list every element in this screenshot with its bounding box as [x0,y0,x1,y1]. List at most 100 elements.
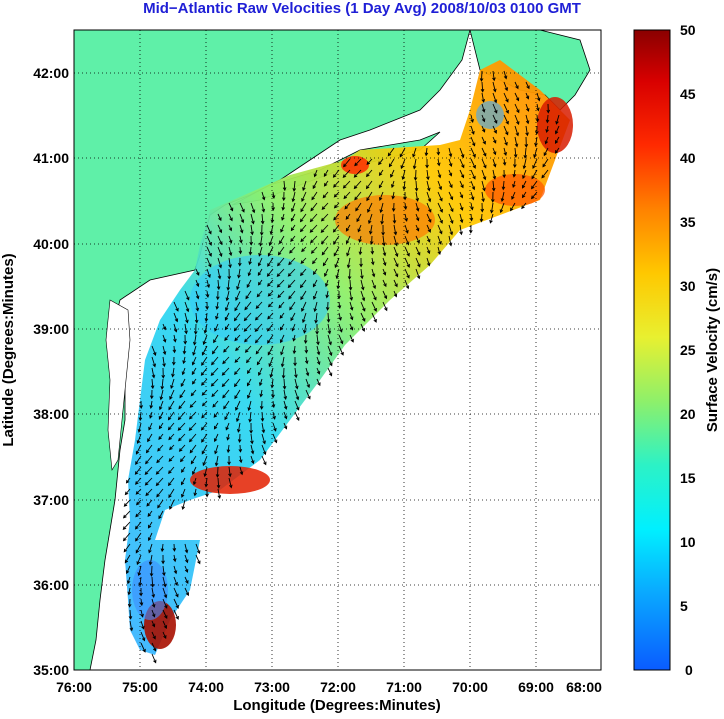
velocity-arrow [210,378,219,387]
velocity-arrow [181,466,186,473]
velocity-arrow [283,411,288,420]
velocity-arrow [415,257,421,268]
velocity-arrow [228,213,233,222]
land-mass [74,30,471,670]
velocity-arrow [404,235,410,246]
velocity-arrow [269,224,274,235]
lat-tick-labels: 42:00 41:00 40:00 39:00 38:00 37:00 36:0… [33,65,69,678]
velocity-arrow [382,290,388,300]
velocity-arrow [294,411,300,421]
velocity-arrow [437,235,442,245]
velocity-arrow [514,103,520,114]
velocity-arrow [380,213,384,225]
velocity-arrow [521,202,527,210]
velocity-arrow [250,455,255,465]
velocity-arrow [503,125,509,136]
velocity-arrow [404,224,409,234]
velocity-arrow [249,422,253,434]
velocity-arrow [172,345,177,354]
velocity-arrow [393,257,399,268]
velocity-arrow [522,169,527,180]
velocity-arrow [312,180,318,190]
velocity-arrow [195,279,200,288]
velocity-arrow [412,147,417,158]
velocity-arrow [155,466,164,475]
velocity-arrow [337,301,342,310]
velocity-arrow [168,466,175,475]
velocity-arrow [503,92,509,103]
velocity-arrow [448,213,454,224]
velocity-arrow [378,191,384,201]
velocity-arrow [173,587,179,598]
velocity-arrow [301,191,307,202]
velocity-arrow [459,147,465,159]
velocity-arrow [217,246,223,257]
velocity-arrow [173,301,179,312]
velocity-arrow [190,389,197,397]
velocity-arrow [260,213,265,225]
velocity-arrow [414,180,419,192]
velocity-arrow [415,224,420,232]
velocity-arrow [292,345,297,355]
velocity-arrow [204,312,209,323]
velocity-arrow [470,114,474,123]
velocity-arrow [190,455,197,465]
velocity-arrow [224,334,230,342]
velocity-arrow [437,180,443,191]
velocity-arrow [182,356,186,365]
velocity-arrow [300,202,307,213]
velocity-arrow [387,147,395,157]
velocity-arrow [324,279,329,288]
velocity-arrow [325,290,330,299]
velocity-arrow [325,301,330,311]
velocity-arrow [470,125,475,135]
velocity-arrow [157,444,164,452]
velocity-arrow [530,191,538,200]
velocity-arrow [536,103,540,112]
velocity-arrow [277,257,285,267]
velocity-arrow [160,378,165,390]
velocity-arrow [191,378,197,385]
velocity-arrow [158,422,164,430]
velocity-arrow [280,345,285,356]
velocity-arrow [299,224,307,233]
velocity-arrow [173,609,179,620]
velocity-arrow [135,455,142,465]
velocity-arrow [366,158,373,165]
velocity-arrow [502,158,507,166]
velocity-arrow [492,92,498,104]
velocity-arrow [246,279,252,289]
velocity-arrow [327,323,332,335]
velocity-arrow [184,290,190,301]
velocity-arrow [404,257,410,268]
velocity-arrow [492,147,497,156]
velocity-arrow [228,224,233,232]
velocity-arrow [371,290,377,301]
velocity-arrow [531,169,538,180]
velocity-arrow [178,444,186,452]
velocity-arrow [124,488,131,496]
velocity-arrow [369,235,374,245]
velocity-arrow [312,268,318,275]
velocity-arrow [167,477,175,487]
velocity-arrow [200,367,208,376]
velocity-arrow [403,202,408,210]
velocity-arrow [541,169,549,179]
velocity-arrow [246,367,252,374]
velocity-arrow [533,147,538,159]
velocity-arrow [514,136,519,148]
lon-tick: 70:00 [452,679,488,695]
velocity-arrow [492,70,496,82]
velocity-arrow [184,312,189,324]
velocity-arrow [404,268,410,279]
velocity-arrow [258,246,263,257]
velocity-arrow [244,334,252,343]
velocity-arrow [173,598,179,609]
colorbar [633,29,671,671]
velocity-arrow [343,158,351,168]
velocity-arrow [290,312,296,322]
velocity-arrow [360,301,366,312]
velocity-arrow [195,268,200,276]
velocity-arrow [481,169,487,181]
velocity-arrow [237,268,241,279]
